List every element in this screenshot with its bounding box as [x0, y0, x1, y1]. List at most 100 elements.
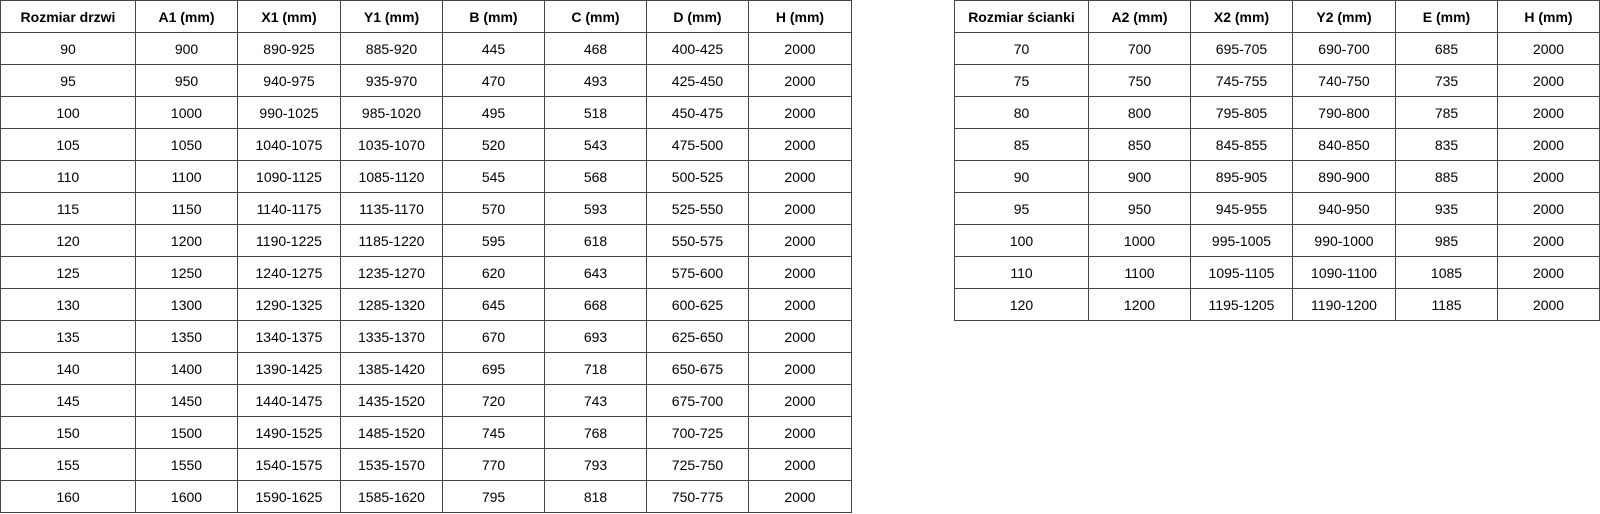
- table-cell: 720: [442, 384, 545, 417]
- table-row: 95 950 940-975 935-970 470 493 425-450 2000: [0, 64, 852, 97]
- table-cell: 845-855: [1190, 128, 1293, 161]
- table-row: 120 1200 1190-1225 1185-1220 595 618 550-575 20…: [0, 224, 852, 257]
- table-cell: 1400: [135, 352, 238, 385]
- table-cell: 568: [544, 160, 647, 193]
- door-size-table: Rozmiar drzwi A1 (mm) X1 (mm) Y1 (mm) B (mm)…: [0, 0, 852, 513]
- table-cell: 595: [442, 224, 545, 257]
- table-cell: 2000: [748, 160, 852, 193]
- table-cell: 468: [544, 32, 647, 65]
- table-row: 140 1400 1390-1425 1385-1420 695 718 650-675 20…: [0, 352, 852, 385]
- table-cell: 125: [0, 256, 136, 289]
- table-cell: 1135-1170: [340, 192, 443, 225]
- table-cell: 2000: [1497, 224, 1600, 257]
- table-cell: 110: [954, 256, 1089, 289]
- column-header: Y2 (mm): [1292, 0, 1396, 33]
- table-cell: 70: [954, 32, 1089, 65]
- table-row: 155 1550 1540-1575 1535-1570 770 793 725-750 20…: [0, 448, 852, 481]
- table-cell: 1300: [135, 288, 238, 321]
- table-cell: 543: [544, 128, 647, 161]
- table-cell: 693: [544, 320, 647, 353]
- table-row: 130 1300 1290-1325 1285-1320 645 668 600-625 20…: [0, 288, 852, 321]
- table-cell: 85: [954, 128, 1089, 161]
- table-cell: 1285-1320: [340, 288, 443, 321]
- column-header: Rozmiar drzwi: [0, 0, 136, 33]
- table-cell: 935: [1395, 192, 1498, 225]
- wall-size-table: Rozmiar ścianki A2 (mm) X2 (mm) Y2 (mm) E (m…: [954, 0, 1600, 321]
- table-cell: 105: [0, 128, 136, 161]
- table-cell: 2000: [1497, 288, 1600, 321]
- column-header: E (mm): [1395, 0, 1498, 33]
- table-cell: 795: [442, 480, 545, 513]
- table-row: 70 700 695-705 690-700 685 2000: [954, 32, 1600, 65]
- table-row: 100 1000 990-1025 985-1020 495 518 450-475 2000: [0, 96, 852, 129]
- table-cell: 745: [442, 416, 545, 449]
- table-cell: 2000: [1497, 32, 1600, 65]
- column-header: H (mm): [1497, 0, 1600, 33]
- table-cell: 1150: [135, 192, 238, 225]
- table-cell: 1085: [1395, 256, 1498, 289]
- table-cell: 445: [442, 32, 545, 65]
- table-cell: 1050: [135, 128, 238, 161]
- table-cell: 1490-1525: [237, 416, 341, 449]
- table-cell: 1250: [135, 256, 238, 289]
- table-cell: 160: [0, 480, 136, 513]
- table-cell: 2000: [748, 96, 852, 129]
- table-cell: 895-905: [1190, 160, 1293, 193]
- table-cell: 695: [442, 352, 545, 385]
- table-cell: 818: [544, 480, 647, 513]
- table-cell: 1200: [135, 224, 238, 257]
- table-cell: 593: [544, 192, 647, 225]
- table-cell: 1140-1175: [237, 192, 341, 225]
- table-cell: 145: [0, 384, 136, 417]
- table-cell: 95: [954, 192, 1089, 225]
- table-cell: 120: [0, 224, 136, 257]
- header-row: Rozmiar ścianki A2 (mm) X2 (mm) Y2 (mm) E (m…: [954, 0, 1600, 33]
- table-cell: 400-425: [646, 32, 749, 65]
- table-cell: 600-625: [646, 288, 749, 321]
- column-header: H (mm): [748, 0, 852, 33]
- table-cell: 750-775: [646, 480, 749, 513]
- table-cell: 90: [0, 32, 136, 65]
- table-cell: 995-1005: [1190, 224, 1293, 257]
- table-cell: 155: [0, 448, 136, 481]
- table-cell: 2000: [748, 224, 852, 257]
- table-row: 115 1150 1140-1175 1135-1170 570 593 525-550 20…: [0, 192, 852, 225]
- table-cell: 1385-1420: [340, 352, 443, 385]
- table-cell: 695-705: [1190, 32, 1293, 65]
- table-cell: 95: [0, 64, 136, 97]
- table-row: 145 1450 1440-1475 1435-1520 720 743 675-700 20…: [0, 384, 852, 417]
- table-row: 105 1050 1040-1075 1035-1070 520 543 475-500 20…: [0, 128, 852, 161]
- table-cell: 1350: [135, 320, 238, 353]
- table-cell: 950: [135, 64, 238, 97]
- column-header: X1 (mm): [237, 0, 341, 33]
- table-cell: 545: [442, 160, 545, 193]
- table-cell: 670: [442, 320, 545, 353]
- table-cell: 100: [954, 224, 1089, 257]
- table-cell: 2000: [1497, 192, 1600, 225]
- table-cell: 675-700: [646, 384, 749, 417]
- table-cell: 900: [1088, 160, 1191, 193]
- table-cell: 645: [442, 288, 545, 321]
- table-cell: 1235-1270: [340, 256, 443, 289]
- table-cell: 1290-1325: [237, 288, 341, 321]
- table-cell: 140: [0, 352, 136, 385]
- table-cell: 1550: [135, 448, 238, 481]
- table-row: 150 1500 1490-1525 1485-1520 745 768 700-725 20…: [0, 416, 852, 449]
- table-cell: 685: [1395, 32, 1498, 65]
- table-row: 110 1100 1090-1125 1085-1120 545 568 500-525 20…: [0, 160, 852, 193]
- table-cell: 2000: [748, 192, 852, 225]
- table-cell: 850: [1088, 128, 1191, 161]
- table-cell: 770: [442, 448, 545, 481]
- table-cell: 450-475: [646, 96, 749, 129]
- table-cell: 2000: [1497, 160, 1600, 193]
- table-cell: 2000: [748, 384, 852, 417]
- table-cell: 1085-1120: [340, 160, 443, 193]
- table-cell: 1100: [135, 160, 238, 193]
- table-cell: 890-900: [1292, 160, 1396, 193]
- table-cell: 790-800: [1292, 96, 1396, 129]
- table-cell: 1540-1575: [237, 448, 341, 481]
- column-header: A2 (mm): [1088, 0, 1191, 33]
- table-cell: 1585-1620: [340, 480, 443, 513]
- table-cell: 940-975: [237, 64, 341, 97]
- table-cell: 2000: [748, 256, 852, 289]
